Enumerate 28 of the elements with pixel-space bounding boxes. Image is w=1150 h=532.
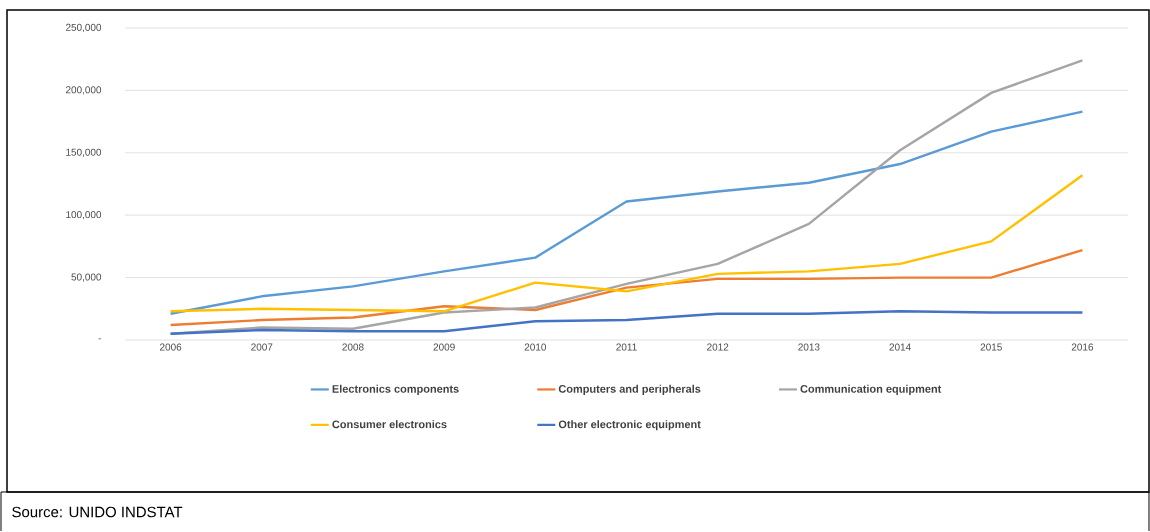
x-tick-label: 2010 xyxy=(524,343,547,351)
x-tick-label: 2015 xyxy=(980,343,1002,351)
line-series xyxy=(169,174,1084,313)
y-tick-label: 250,000 xyxy=(65,23,102,33)
line-series xyxy=(169,310,1084,335)
line-series xyxy=(169,110,1084,315)
legend-label: Other electronic equipment xyxy=(558,420,701,431)
legend-label: Computers and peripherals xyxy=(558,384,701,395)
y-tick-label: 100,000 xyxy=(66,211,102,220)
source-note: Source: UNIDO INDSTAT xyxy=(12,506,183,518)
y-tick-label: 200,000 xyxy=(65,86,102,95)
x-tick-label: 2016 xyxy=(1071,343,1094,351)
line-series xyxy=(169,59,1084,335)
x-tick-label: 2013 xyxy=(798,343,820,351)
y-tick-label: 150,000 xyxy=(66,148,102,157)
x-tick-label: 2009 xyxy=(433,343,455,351)
y-tick-label: - xyxy=(98,338,102,340)
x-tick-label: 2011 xyxy=(616,343,637,351)
x-tick-label: 2014 xyxy=(889,343,911,351)
x-tick-label: 2006 xyxy=(160,343,182,351)
x-tick-label: 2008 xyxy=(342,343,364,351)
legend-label: Electronics components xyxy=(332,384,459,395)
legend-label: Communication equipment xyxy=(800,384,942,395)
legend-label: Consumer electronics xyxy=(332,420,447,429)
line-series xyxy=(169,248,1084,327)
y-tick-label: 50,000 xyxy=(71,273,102,282)
x-tick-label: 2012 xyxy=(707,343,729,351)
x-tick-label: 2007 xyxy=(251,343,273,351)
